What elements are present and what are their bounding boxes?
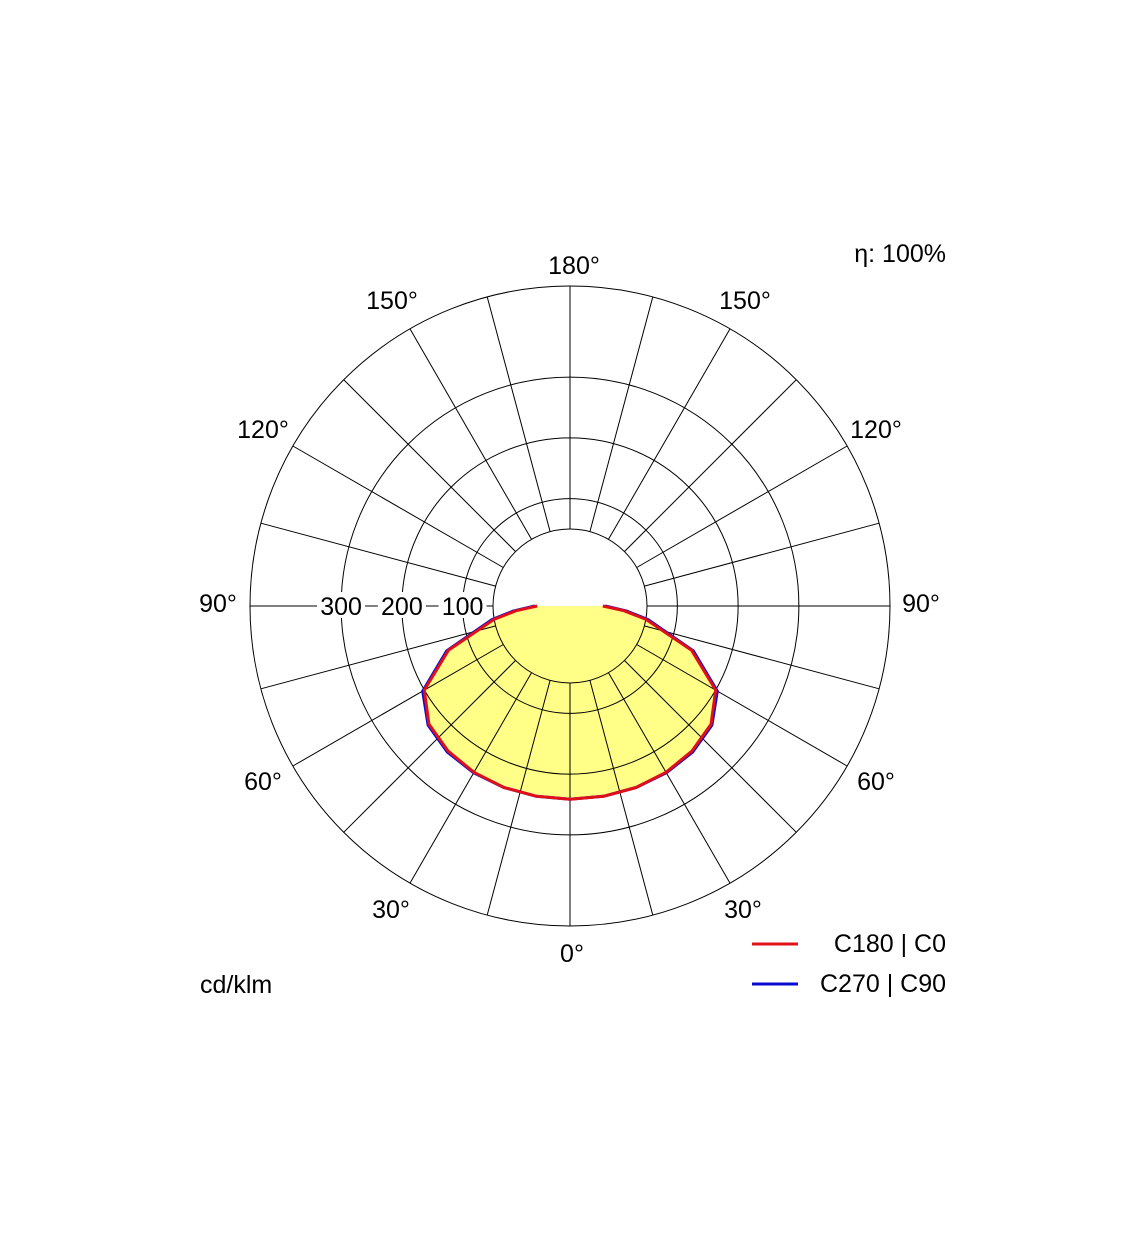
radial-tick-label-200: 200 — [381, 593, 423, 621]
angle-label-90-left: 90° — [199, 590, 237, 618]
grid-spoke — [636, 445, 848, 568]
angle-label-150-right: 150° — [719, 287, 771, 315]
grid-spoke — [608, 328, 731, 540]
angle-label-60-left: 60° — [244, 768, 282, 796]
grid-spoke — [292, 445, 504, 568]
grid-spoke — [636, 644, 848, 767]
grid-spoke — [343, 660, 516, 833]
polar-grid: 100 200 300 — [249, 285, 891, 927]
angle-label-120-right: 120° — [850, 416, 902, 444]
grid-spoke — [644, 625, 880, 690]
grid-spoke — [486, 680, 551, 916]
grid-spoke — [260, 625, 496, 690]
grid-spoke — [589, 680, 654, 916]
angle-label-90-right: 90° — [902, 590, 940, 618]
grid-spoke — [343, 379, 516, 552]
angle-label-120-left: 120° — [237, 416, 289, 444]
angle-label-0: 0° — [560, 940, 584, 968]
legend: C180 | C0 C270 | C90 — [752, 930, 946, 998]
grid-spoke — [589, 296, 654, 532]
legend-label-c270-c90: C270 | C90 — [820, 970, 946, 998]
series-layer — [421, 604, 719, 801]
grid-spoke — [260, 522, 496, 587]
grid-spoke — [409, 672, 532, 884]
radial-tick-label-300: 300 — [320, 593, 362, 621]
angle-label-150-left: 150° — [366, 287, 418, 315]
grid-spoke — [624, 379, 797, 552]
radial-tick-label-100: 100 — [442, 593, 484, 621]
grid-spoke — [624, 660, 797, 833]
tick-label-bg — [438, 592, 487, 618]
grid-spoke — [409, 328, 532, 540]
tick-label-bg — [377, 592, 426, 618]
unit-label: cd/klm — [200, 971, 272, 999]
angle-label-60-right: 60° — [857, 768, 895, 796]
angle-label-180: 180° — [548, 252, 600, 280]
legend-label-c180-c0: C180 | C0 — [834, 930, 946, 958]
angle-label-30-right: 30° — [724, 896, 762, 924]
grid-spoke — [292, 644, 504, 767]
efficiency-label: η: 100% — [854, 240, 946, 268]
tick-label-bg — [317, 592, 366, 618]
grid-spoke — [608, 672, 731, 884]
angle-label-30-left: 30° — [372, 896, 410, 924]
grid-spoke — [486, 296, 551, 532]
series-line-c180-c0 — [422, 604, 718, 801]
grid-spoke — [644, 522, 880, 587]
